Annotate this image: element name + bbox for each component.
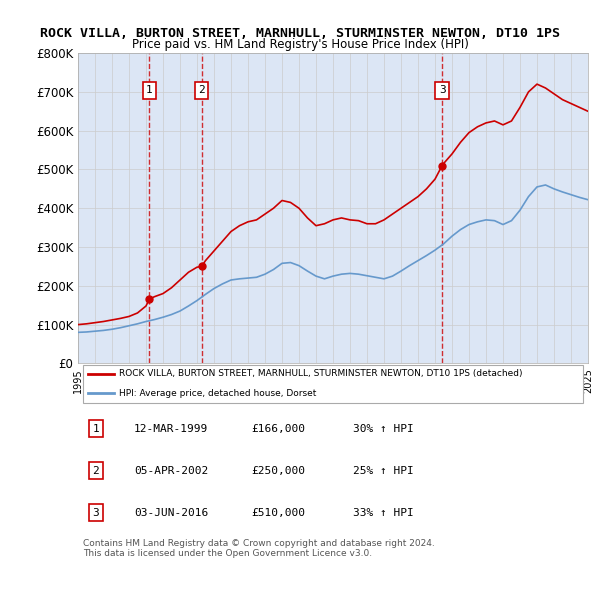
Text: 1: 1 <box>146 86 153 96</box>
Text: 30% ↑ HPI: 30% ↑ HPI <box>353 424 414 434</box>
Text: 33% ↑ HPI: 33% ↑ HPI <box>353 508 414 518</box>
Text: 05-APR-2002: 05-APR-2002 <box>134 466 208 476</box>
Text: Price paid vs. HM Land Registry's House Price Index (HPI): Price paid vs. HM Land Registry's House … <box>131 38 469 51</box>
Text: £250,000: £250,000 <box>251 466 305 476</box>
Text: 2: 2 <box>92 466 99 476</box>
Text: ROCK VILLA, BURTON STREET, MARNHULL, STURMINSTER NEWTON, DT10 1PS (detached): ROCK VILLA, BURTON STREET, MARNHULL, STU… <box>119 369 522 378</box>
Text: HPI: Average price, detached house, Dorset: HPI: Average price, detached house, Dors… <box>119 389 316 398</box>
Text: ROCK VILLA, BURTON STREET, MARNHULL, STURMINSTER NEWTON, DT10 1PS: ROCK VILLA, BURTON STREET, MARNHULL, STU… <box>40 27 560 40</box>
Text: 03-JUN-2016: 03-JUN-2016 <box>134 508 208 518</box>
Text: 12-MAR-1999: 12-MAR-1999 <box>134 424 208 434</box>
Text: 1: 1 <box>92 424 99 434</box>
Text: Contains HM Land Registry data © Crown copyright and database right 2024.
This d: Contains HM Land Registry data © Crown c… <box>83 539 435 558</box>
Text: 3: 3 <box>439 86 446 96</box>
Text: 3: 3 <box>92 508 99 518</box>
FancyBboxPatch shape <box>83 365 583 403</box>
Text: 2: 2 <box>198 86 205 96</box>
Text: £510,000: £510,000 <box>251 508 305 518</box>
Text: 25% ↑ HPI: 25% ↑ HPI <box>353 466 414 476</box>
Text: £166,000: £166,000 <box>251 424 305 434</box>
